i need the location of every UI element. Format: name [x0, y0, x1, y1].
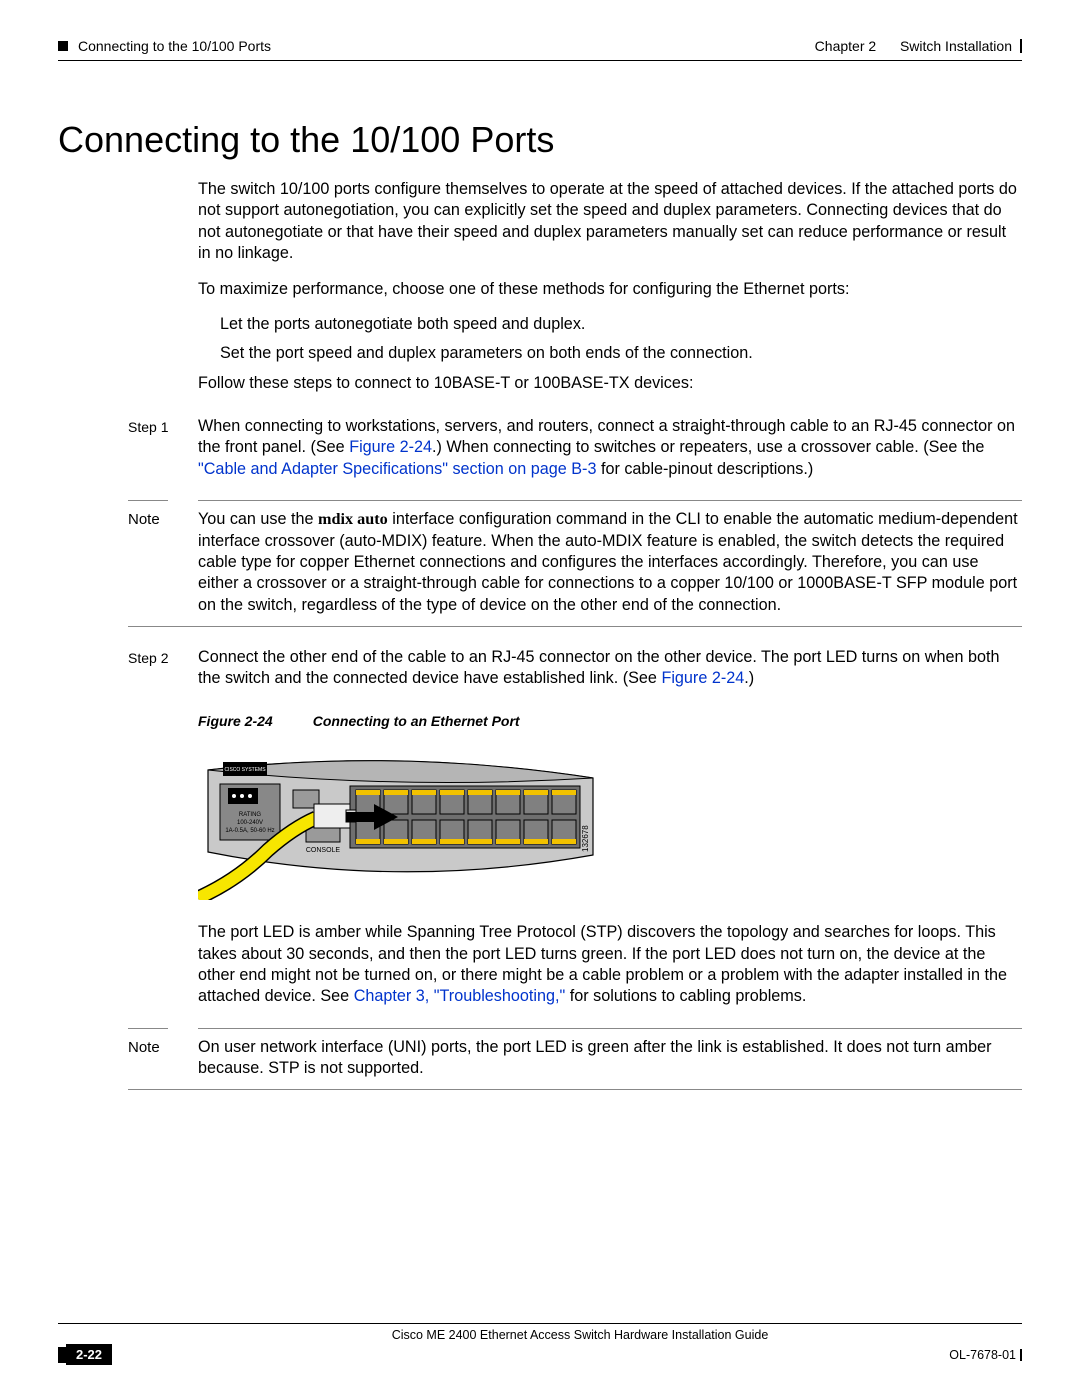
note-2-label: Note	[128, 1037, 198, 1080]
figure-label: Figure 2-24	[198, 713, 273, 729]
cable-spec-link[interactable]: "Cable and Adapter Specifications" secti…	[198, 460, 596, 478]
intro-p3: Follow these steps to connect to 10BASE-…	[198, 373, 1022, 394]
note-2-text: On user network interface (UNI) ports, t…	[198, 1037, 1022, 1080]
note-1-label: Note	[128, 509, 198, 616]
svg-text:CISCO SYSTEMS: CISCO SYSTEMS	[224, 767, 266, 773]
figure-illustration: RATING 100-240V 1A-0.5A, 50-60 Hz CISCO …	[198, 740, 598, 900]
step-2-label: Step 2	[128, 647, 198, 690]
step-1-label: Step 1	[128, 416, 198, 480]
step2-t1: Connect the other end of the cable to an…	[198, 648, 1000, 687]
console-label: CONSOLE	[306, 847, 341, 854]
breadcrumb: Connecting to the 10/100 Ports	[78, 38, 271, 54]
switch-svg: RATING 100-240V 1A-0.5A, 50-60 Hz CISCO …	[198, 740, 598, 900]
page-number-badge: 2-22	[66, 1344, 112, 1365]
figure-title: Connecting to an Ethernet Port	[313, 713, 520, 729]
note-rule-short	[128, 500, 168, 501]
note2-rule-long	[198, 1028, 1022, 1029]
step1-t2: .) When connecting to switches or repeat…	[432, 438, 984, 456]
mdix-command: mdix auto	[318, 510, 388, 528]
note-1: Note You can use the mdix auto interface…	[198, 500, 1022, 627]
note2-rule-short	[128, 1028, 168, 1029]
rating-label-1: RATING	[239, 812, 262, 818]
footer-rule	[58, 1323, 1022, 1324]
header-bar-icon	[1020, 39, 1022, 53]
body-column: The switch 10/100 ports configure themse…	[198, 179, 1022, 1090]
note1-t1: You can use the	[198, 510, 318, 528]
chapter-title: Switch Installation	[900, 38, 1012, 54]
step1-t3: for cable-pinout descriptions.)	[596, 460, 813, 478]
figure-caption: Figure 2-24 Connecting to an Ethernet Por…	[198, 712, 1022, 730]
step-2-text: Connect the other end of the cable to an…	[198, 647, 1022, 690]
step-2: Step 2 Connect the other end of the cabl…	[198, 647, 1022, 690]
header-left: Connecting to the 10/100 Ports	[58, 38, 271, 54]
rj45-plug	[314, 804, 350, 828]
figure-id-number: 132678	[581, 825, 590, 852]
header-right: Chapter 2 Switch Installation	[815, 38, 1022, 54]
step-1: Step 1 When connecting to workstations, …	[198, 416, 1022, 480]
chapter-label: Chapter 2	[815, 38, 876, 54]
header-marker-icon	[58, 41, 68, 51]
intro-p1: The switch 10/100 ports configure themse…	[198, 179, 1022, 265]
rating-label-2: 100-240V	[237, 820, 263, 826]
figure-link[interactable]: Figure 2-24	[349, 438, 432, 456]
intro-p2: To maximize performance, choose one of t…	[198, 279, 1022, 300]
rating-label-3: 1A-0.5A, 50-60 Hz	[225, 828, 274, 834]
bullet-2: Set the port speed and duplex parameters…	[220, 343, 1022, 364]
step2-t2: .)	[744, 669, 754, 687]
note-2: Note On user network interface (UNI) por…	[198, 1028, 1022, 1091]
afterfig-t2: for solutions to cabling problems.	[565, 987, 806, 1005]
page: Connecting to the 10/100 Ports Chapter 2…	[0, 0, 1080, 1397]
troubleshooting-link[interactable]: Chapter 3, "Troubleshooting,"	[354, 987, 566, 1005]
page-title: Connecting to the 10/100 Ports	[58, 119, 1022, 161]
bullet-1: Let the ports autonegotiate both speed a…	[220, 314, 1022, 335]
book-title: Cisco ME 2400 Ethernet Access Switch Har…	[392, 1328, 769, 1342]
doc-id: OL-7678-01	[949, 1348, 1016, 1362]
note-rule-bottom	[128, 626, 1022, 627]
after-figure-para: The port LED is amber while Spanning Tre…	[198, 922, 1022, 1008]
header-rule	[58, 60, 1022, 61]
note-1-text: You can use the mdix auto interface conf…	[198, 509, 1022, 616]
footer-marker-icon	[58, 1347, 66, 1363]
cisco-logo-icon: CISCO SYSTEMS	[223, 762, 267, 776]
page-footer: Cisco ME 2400 Ethernet Access Switch Har…	[58, 1323, 1022, 1365]
step-1-text: When connecting to workstations, servers…	[198, 416, 1022, 480]
page-header: Connecting to the 10/100 Ports Chapter 2…	[58, 38, 1022, 54]
note-rule-long	[198, 500, 1022, 501]
figure-link-2[interactable]: Figure 2-24	[661, 669, 744, 687]
footer-bar-icon	[1020, 1349, 1022, 1361]
note2-rule-bottom	[128, 1089, 1022, 1090]
